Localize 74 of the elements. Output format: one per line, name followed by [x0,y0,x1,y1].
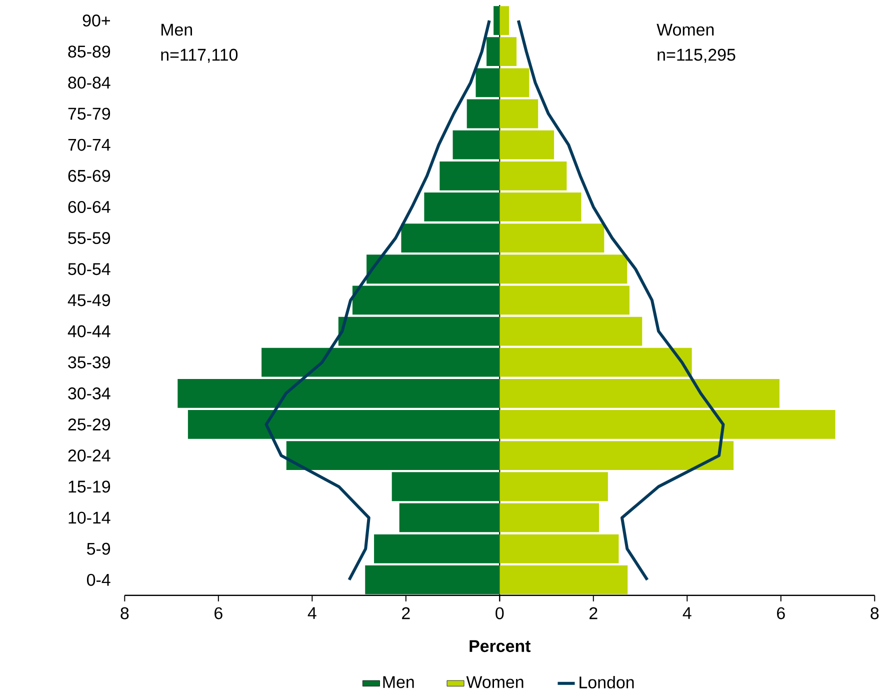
bar [440,161,500,190]
y-tick-label: 30-34 [68,387,110,400]
x-tick-label: 6 [214,607,222,620]
y-tick-label: 55-59 [68,232,110,244]
legend-label: Women [466,676,524,688]
y-tick-label: 85-89 [68,46,110,58]
y-tick-label: 35-39 [68,356,110,368]
legend-label: London [580,676,634,688]
x-tick-label: 4 [682,607,692,619]
bar [500,534,619,564]
bar [500,316,642,346]
bar [500,224,604,252]
bar [500,130,554,160]
x-tick-label: 6 [777,607,785,620]
bar [399,503,500,532]
bar [500,410,836,439]
y-tick-label: 20-24 [68,450,110,462]
bar [500,348,692,377]
bar [500,565,628,594]
annotation: Men [162,24,192,36]
bar [476,68,500,98]
bar [365,565,500,594]
bar [500,192,582,222]
legend-label: Men [383,676,414,688]
y-tick-label: 65-69 [68,170,110,182]
bar [466,99,500,128]
bar [401,224,500,252]
bar [500,161,567,190]
bar [500,68,530,98]
x-tick-label: 8 [120,607,129,620]
bar [262,348,500,377]
y-tick-label: 50-54 [68,263,110,276]
bar [500,378,780,408]
y-tick-label: 0-4 [86,574,110,586]
bar [338,316,500,346]
x-tick-label: 8 [870,607,879,620]
x-tick-label: 0 [496,607,504,620]
bar [500,6,510,35]
bar [286,441,500,470]
bar [392,472,500,502]
y-tick-label: 40-44 [68,325,110,338]
bar [352,286,500,315]
y-tick-label: 60-64 [68,200,110,213]
bar [486,37,500,66]
bar [500,99,538,128]
x-axis-title: Percent [470,640,531,652]
y-tick-label: 75-79 [68,108,110,120]
y-tick-label: 5-9 [87,542,110,555]
bar [500,472,608,502]
bar [188,410,500,439]
y-tick-label: 15-19 [68,480,110,493]
bar [366,254,500,284]
y-tick-label: 90+ [82,14,110,26]
annotation: n=117,110 [161,48,238,63]
annotation: n=115,295 [658,48,736,63]
y-tick-label: 10-14 [68,512,110,524]
bar [500,441,734,470]
bar [494,6,500,35]
bar [374,534,500,564]
y-tick-label: 45-49 [68,294,110,306]
y-tick-label: 70-74 [68,138,110,151]
y-tick-label: 80-84 [68,76,110,89]
bar [500,503,600,532]
bar [452,130,500,160]
y-tick-label: 25-29 [68,418,110,430]
x-tick-label: 2 [402,607,410,620]
annotation: Women [656,24,714,36]
bar [500,286,630,315]
x-tick-label: 4 [308,607,316,619]
bar [178,378,500,408]
bar [500,37,517,66]
bar [500,254,628,284]
x-tick-label: 2 [590,607,598,620]
bar [424,192,500,222]
